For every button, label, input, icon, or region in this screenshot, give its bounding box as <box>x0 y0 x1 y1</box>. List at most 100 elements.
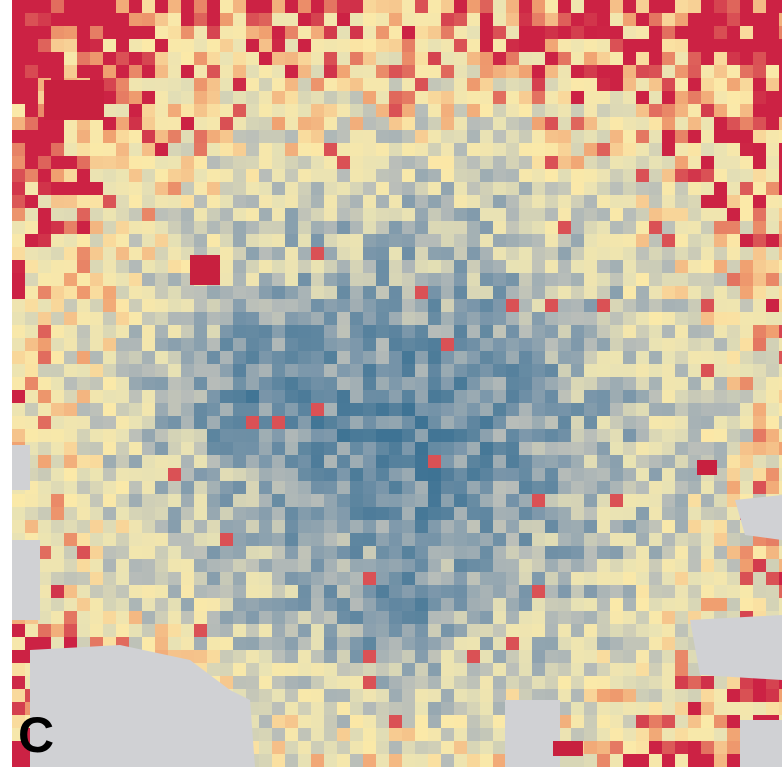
cell <box>298 624 311 637</box>
cell <box>12 416 25 429</box>
cell <box>597 91 610 104</box>
cell <box>25 13 38 26</box>
cell <box>740 416 753 429</box>
cell <box>298 39 311 52</box>
cell <box>636 650 649 663</box>
cell <box>675 130 688 143</box>
cell <box>298 559 311 572</box>
cell <box>64 520 77 533</box>
cell <box>415 585 428 598</box>
cell <box>753 195 766 208</box>
cell <box>766 455 779 468</box>
cell <box>194 364 207 377</box>
cell <box>298 273 311 286</box>
cell <box>298 481 311 494</box>
cell <box>597 559 610 572</box>
cell <box>753 221 766 234</box>
cell <box>194 286 207 299</box>
cell <box>571 559 584 572</box>
cell <box>402 182 415 195</box>
cell <box>155 13 168 26</box>
cell <box>337 494 350 507</box>
cell <box>142 104 155 117</box>
cell <box>636 286 649 299</box>
cell <box>155 520 168 533</box>
cell <box>701 572 714 585</box>
cell <box>506 507 519 520</box>
cell <box>220 611 233 624</box>
cell <box>311 182 324 195</box>
cell <box>12 364 25 377</box>
cell <box>753 273 766 286</box>
cell <box>376 65 389 78</box>
cell <box>558 247 571 260</box>
cell <box>103 208 116 221</box>
cell <box>324 26 337 39</box>
cell <box>311 572 324 585</box>
cell <box>324 299 337 312</box>
cell <box>428 559 441 572</box>
cell <box>571 611 584 624</box>
cell <box>155 91 168 104</box>
cell <box>181 442 194 455</box>
cell <box>467 39 480 52</box>
cell <box>233 65 246 78</box>
cell <box>246 533 259 546</box>
cell <box>350 377 363 390</box>
cell <box>220 156 233 169</box>
cell <box>129 221 142 234</box>
cell <box>337 429 350 442</box>
cell <box>662 221 675 234</box>
cell <box>324 221 337 234</box>
cell <box>454 221 467 234</box>
cell <box>337 598 350 611</box>
cell <box>285 52 298 65</box>
cell <box>766 273 779 286</box>
cell <box>610 429 623 442</box>
cell <box>194 650 207 663</box>
cell <box>207 598 220 611</box>
cell <box>103 390 116 403</box>
cell <box>272 728 285 741</box>
cell <box>103 442 116 455</box>
cell <box>194 169 207 182</box>
cell <box>142 286 155 299</box>
cell <box>350 637 363 650</box>
cell <box>363 455 376 468</box>
cell <box>90 260 103 273</box>
cell <box>649 13 662 26</box>
cell <box>103 221 116 234</box>
cell <box>324 390 337 403</box>
cell <box>272 299 285 312</box>
cell <box>246 442 259 455</box>
cell <box>259 637 272 650</box>
cell <box>571 650 584 663</box>
cell <box>545 104 558 117</box>
cell <box>376 208 389 221</box>
cell <box>220 273 233 286</box>
cell <box>467 481 480 494</box>
cell <box>285 0 298 13</box>
cell <box>38 533 51 546</box>
cell <box>272 403 285 416</box>
cell <box>714 702 727 715</box>
cell <box>90 351 103 364</box>
cell <box>103 585 116 598</box>
cell <box>64 533 77 546</box>
cell <box>90 195 103 208</box>
cell <box>727 429 740 442</box>
cell <box>649 455 662 468</box>
cell <box>298 442 311 455</box>
cell <box>298 728 311 741</box>
cell <box>441 65 454 78</box>
cell <box>298 650 311 663</box>
cell <box>64 117 77 130</box>
cell <box>623 715 636 728</box>
cell <box>402 221 415 234</box>
cell <box>207 117 220 130</box>
cell <box>285 325 298 338</box>
cell <box>77 455 90 468</box>
cell <box>662 286 675 299</box>
cell <box>311 611 324 624</box>
cell <box>90 624 103 637</box>
